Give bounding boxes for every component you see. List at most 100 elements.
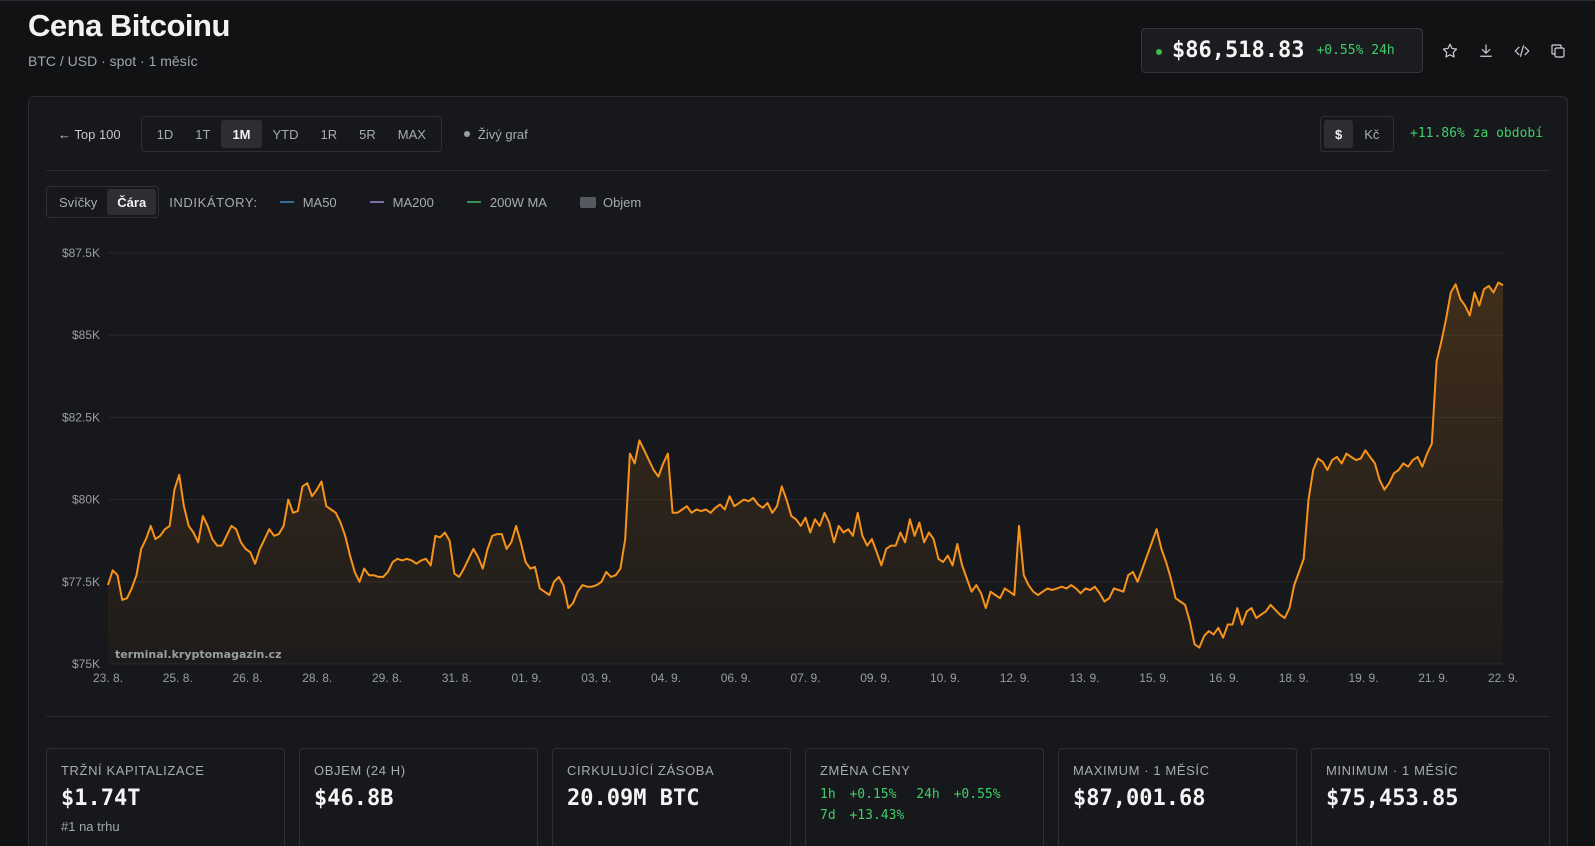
live-chart-label: Živý graf — [477, 126, 528, 142]
y-tick-label: $82.5K — [62, 410, 100, 424]
download-icon — [1480, 44, 1492, 57]
x-tick-label: 09. 9. — [860, 671, 890, 685]
change-value: +0.15% — [849, 787, 897, 802]
volume-swatch — [579, 196, 596, 208]
x-tick-label: 06. 9. — [721, 671, 751, 685]
indicator-ma50[interactable]: MA50 — [279, 194, 337, 210]
range-selector: 1D 1T 1M YTD 1R 5R MAX — [140, 116, 442, 152]
x-tick-label: 29. 8. — [372, 671, 402, 685]
range-1m-button[interactable]: 1M — [221, 120, 262, 148]
range-ytd-button[interactable]: YTD — [272, 126, 299, 142]
stat-price-change: ZMĚNA CENY 1h +0.15% 24h +0.55% 7d +13.4… — [805, 748, 1044, 846]
top-border — [0, 0, 1595, 1]
star-icon — [1442, 43, 1458, 58]
y-tick-label: $85K — [72, 328, 100, 342]
stat-label: MAXIMUM · 1 MĚSÍC — [1073, 763, 1210, 778]
indicator-ma200[interactable]: MA200 — [369, 194, 434, 210]
range-max-button[interactable]: MAX — [397, 126, 426, 142]
price-line — [107, 281, 1504, 649]
range-controls: ← Top 100 1D 1T 1M YTD 1R 5R MAX Živý gr… — [58, 116, 528, 152]
change-period: 7d — [820, 808, 836, 823]
indicator-200w-ma[interactable]: 200W MA — [466, 195, 547, 210]
chart-type-row: Svíčky Čára INDIKÁTORY: MA50 MA200 200W … — [46, 186, 674, 218]
currency-czk-button[interactable]: Kč — [1364, 126, 1380, 142]
change-period: 24h — [916, 787, 940, 802]
change-period: 1h — [820, 787, 836, 802]
x-tick-label: 16. 9. — [1209, 671, 1239, 685]
stat-max-1m: MAXIMUM · 1 MĚSÍC $87,001.68 — [1058, 748, 1297, 846]
stat-circulating-supply: CIRKULUJÍCÍ ZÁSOBA 20.09M BTC — [552, 748, 791, 846]
live-price-box: $86,518.83 +0.55% 24h — [1141, 28, 1423, 73]
stat-sub: #1 na trhu — [61, 819, 120, 834]
stat-market-cap: TRŽNÍ KAPITALIZACE $1.74T #1 na trhu — [46, 748, 285, 846]
range-5r-button[interactable]: 5R — [359, 126, 376, 142]
download-button[interactable] — [1468, 38, 1504, 64]
line-button[interactable]: Čára — [107, 189, 157, 215]
x-tick-label: 28. 8. — [302, 671, 332, 685]
change-1h: 1h +0.15% — [820, 787, 902, 802]
chart-type-selector: Svíčky Čára — [46, 186, 160, 218]
x-tick-label: 21. 9. — [1418, 671, 1448, 685]
range-1r-button[interactable]: 1R — [320, 126, 338, 142]
back-to-top100-link[interactable]: ← Top 100 — [58, 126, 121, 142]
ma200-swatch — [369, 201, 384, 203]
indicator-label: MA200 — [392, 194, 434, 210]
x-tick-label: 13. 9. — [1069, 671, 1099, 685]
change-7d: 7d +13.43% — [820, 808, 910, 823]
divider — [46, 716, 1550, 717]
x-tick-label: 12. 9. — [1000, 671, 1030, 685]
x-tick-label: 26. 8. — [232, 671, 262, 685]
copy-icon — [1551, 44, 1565, 58]
price-change-lines: 1h +0.15% 24h +0.55% 7d +13.43% — [820, 784, 1029, 826]
stat-label: MINIMUM · 1 MĚSÍC — [1326, 763, 1459, 778]
stat-label: CIRKULUJÍCÍ ZÁSOBA — [567, 763, 715, 778]
toolbar-icons — [1432, 38, 1576, 64]
copy-button[interactable] — [1540, 38, 1576, 64]
stat-value: $46.8B — [314, 786, 394, 811]
chart-watermark: terminal.kryptomagazin.cz — [115, 648, 281, 661]
stats-row: TRŽNÍ KAPITALIZACE $1.74T #1 na trhu OBJ… — [46, 748, 1550, 846]
x-tick-label: 07. 9. — [790, 671, 820, 685]
x-tick-label: 03. 9. — [581, 671, 611, 685]
price-chart: $75K $77.5K $80K $82.5K $85K $87.5K 23. 8. 25.… — [40, 240, 1550, 700]
ma50-swatch — [279, 201, 294, 203]
200w-ma-swatch — [466, 201, 481, 203]
y-tick-label: $77.5K — [62, 575, 100, 589]
change-24h: 24h +0.55% — [916, 787, 1006, 802]
x-tick-label: 22. 9. — [1488, 671, 1518, 685]
x-tick-label: 18. 9. — [1279, 671, 1309, 685]
divider — [46, 170, 1550, 171]
currency-selector: $ Kč — [1320, 116, 1395, 152]
stat-value: $75,453.85 — [1326, 786, 1459, 811]
change-value: +0.55% — [953, 787, 1001, 802]
indicator-label: MA50 — [302, 194, 337, 210]
price-change-24h: +0.55% 24h — [1316, 43, 1395, 58]
x-tick-label: 15. 9. — [1139, 671, 1169, 685]
indicator-volume[interactable]: Objem — [579, 194, 642, 210]
period-change: +11.86% za období — [1410, 126, 1544, 141]
y-tick-label: $75K — [72, 657, 100, 671]
stat-value: $1.74T — [61, 786, 141, 811]
y-tick-label: $87.5K — [62, 246, 100, 260]
indicator-label: Objem — [602, 194, 642, 210]
candles-button[interactable]: Svíčky — [59, 194, 98, 210]
embed-button[interactable] — [1504, 38, 1540, 64]
favorite-button[interactable] — [1432, 38, 1468, 64]
stat-value: 20.09M BTC — [567, 786, 700, 811]
change-value: +13.43% — [849, 808, 905, 823]
range-1t-button[interactable]: 1T — [195, 126, 211, 142]
live-chart-toggle[interactable]: Živý graf — [463, 126, 528, 142]
code-icon — [1514, 45, 1530, 57]
range-1d-button[interactable]: 1D — [156, 126, 174, 142]
indicators-label: INDIKÁTORY: — [169, 194, 258, 210]
stat-label: TRŽNÍ KAPITALIZACE — [61, 763, 205, 778]
chart-panel — [28, 96, 1568, 846]
currency-usd-button[interactable]: $ — [1324, 120, 1354, 148]
x-tick-label: 10. 9. — [930, 671, 960, 685]
stat-volume: OBJEM (24 H) $46.8B — [299, 748, 538, 846]
live-indicator-dot — [1156, 49, 1162, 55]
x-tick-label: 04. 9. — [651, 671, 681, 685]
y-tick-label: $80K — [72, 493, 100, 507]
stat-min-1m: MINIMUM · 1 MĚSÍC $75,453.85 — [1311, 748, 1550, 846]
x-tick-label: 31. 8. — [442, 671, 472, 685]
